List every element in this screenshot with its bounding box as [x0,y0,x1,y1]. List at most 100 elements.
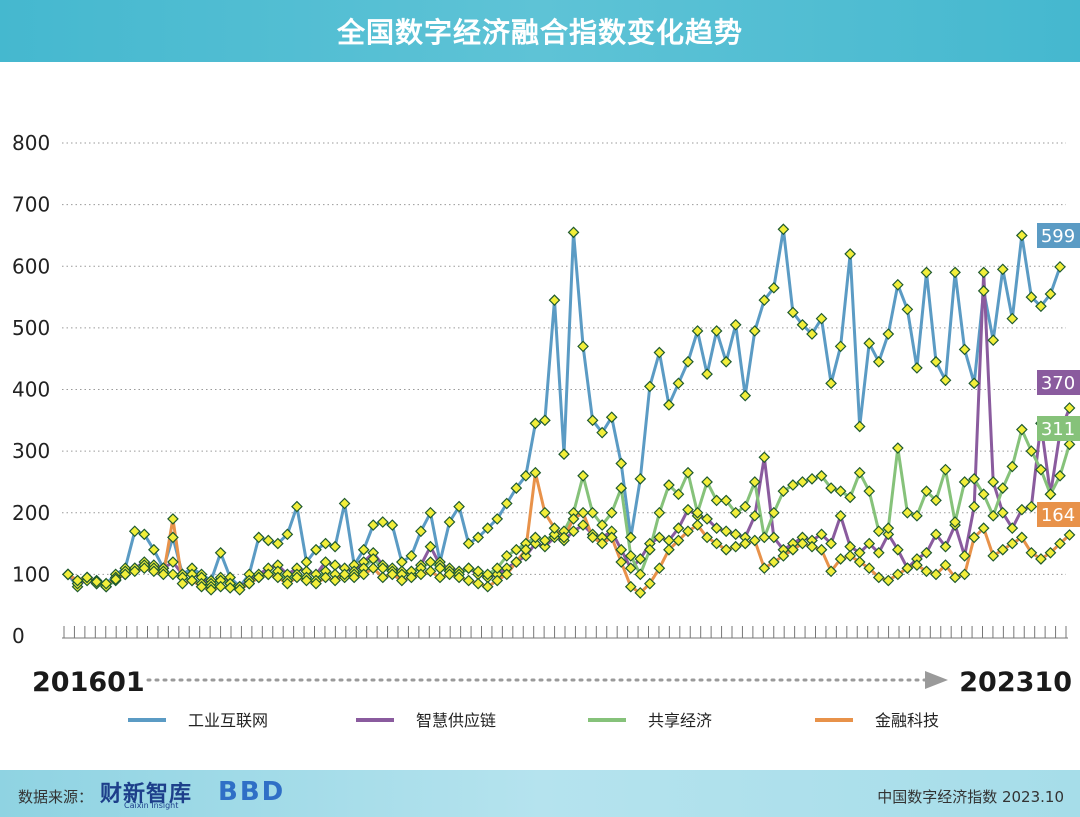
data-point [424,540,437,553]
data-point [214,580,227,593]
data-point [529,466,542,479]
data-point [615,543,628,556]
data-point [539,414,551,427]
data-point [348,571,361,584]
data-point [605,411,618,424]
data-point [977,285,990,297]
data-point [367,562,380,575]
data-point [767,506,780,519]
data-point [281,528,294,541]
line-chart: 0 100 200 300 400 500 600 700 800 599 370 311 164 2… [12,131,1080,730]
data-point [405,571,418,584]
data-point [901,303,914,316]
data-point [748,325,761,337]
data-point [691,506,704,519]
data-point [491,562,504,575]
data-point [958,550,971,562]
data-point [319,571,332,584]
data-point [720,494,733,507]
data-point [949,516,961,528]
data-point [500,550,513,562]
data-point [710,522,723,535]
end-value-label: 599 [1041,226,1075,247]
data-point [663,399,675,411]
data-point [472,565,485,578]
data-point [548,528,561,541]
data-point [291,571,303,584]
x-end-label: 202310 [959,667,1072,698]
data-point [863,485,876,498]
data-point [195,580,208,593]
data-point [796,537,809,550]
bbd-logo: BBD [218,777,286,807]
data-point [739,500,752,513]
data-point [1015,531,1028,544]
data-point [596,426,609,439]
data-point [787,543,799,556]
data-point [787,306,799,319]
data-point [1063,529,1076,541]
data-point [262,568,275,581]
data-point [958,568,971,581]
data-point [949,266,961,279]
data-point [1006,522,1019,535]
data-point [596,519,609,531]
end-value-box [1037,416,1080,441]
data-point [310,543,322,556]
data-point [1054,469,1066,482]
data-point [634,587,647,599]
data-point [424,506,437,519]
data-point [663,543,675,556]
data-point [128,525,141,538]
data-point [891,568,904,581]
data-point [558,531,570,544]
data-point [1006,312,1019,325]
data-point [996,482,1009,494]
data-point [767,531,780,544]
data-point [653,562,666,575]
data-point [1054,537,1066,550]
data-point [462,574,475,587]
data-point [872,355,885,368]
page-title: 全国数字经济融合指数变化趋势 [336,16,743,49]
data-point [510,482,523,494]
data-point [1025,500,1038,513]
data-point [729,528,742,541]
data-point [233,583,246,596]
data-point [748,509,761,522]
data-point [748,534,761,547]
data-point [996,506,1009,519]
data-point [615,482,628,494]
data-point [424,565,437,578]
data-point [720,543,733,556]
data-point [443,568,456,581]
data-point [844,491,857,504]
data-point [109,573,122,586]
data-point [834,509,847,522]
data-point [739,389,752,402]
y-tick-label: 0 [12,624,25,648]
data-point [634,553,647,565]
data-point [672,377,685,390]
data-point [701,476,713,488]
data-point [415,568,427,581]
data-point [930,355,942,368]
data-point [539,540,551,553]
data-point [806,473,818,485]
data-point [891,278,904,291]
data-point [767,281,780,294]
data-point [643,577,656,590]
data-point [548,522,561,535]
data-point [357,568,370,581]
data-point [147,543,160,556]
end-value-box [1037,223,1080,248]
data-point [567,513,580,525]
data-point [128,565,141,578]
data-point [529,537,542,550]
data-point [777,223,790,236]
legend-label: 智慧供应链 [416,711,496,730]
data-point [386,568,399,581]
data-point [911,509,923,522]
data-point [968,473,981,485]
data-point [891,442,904,454]
